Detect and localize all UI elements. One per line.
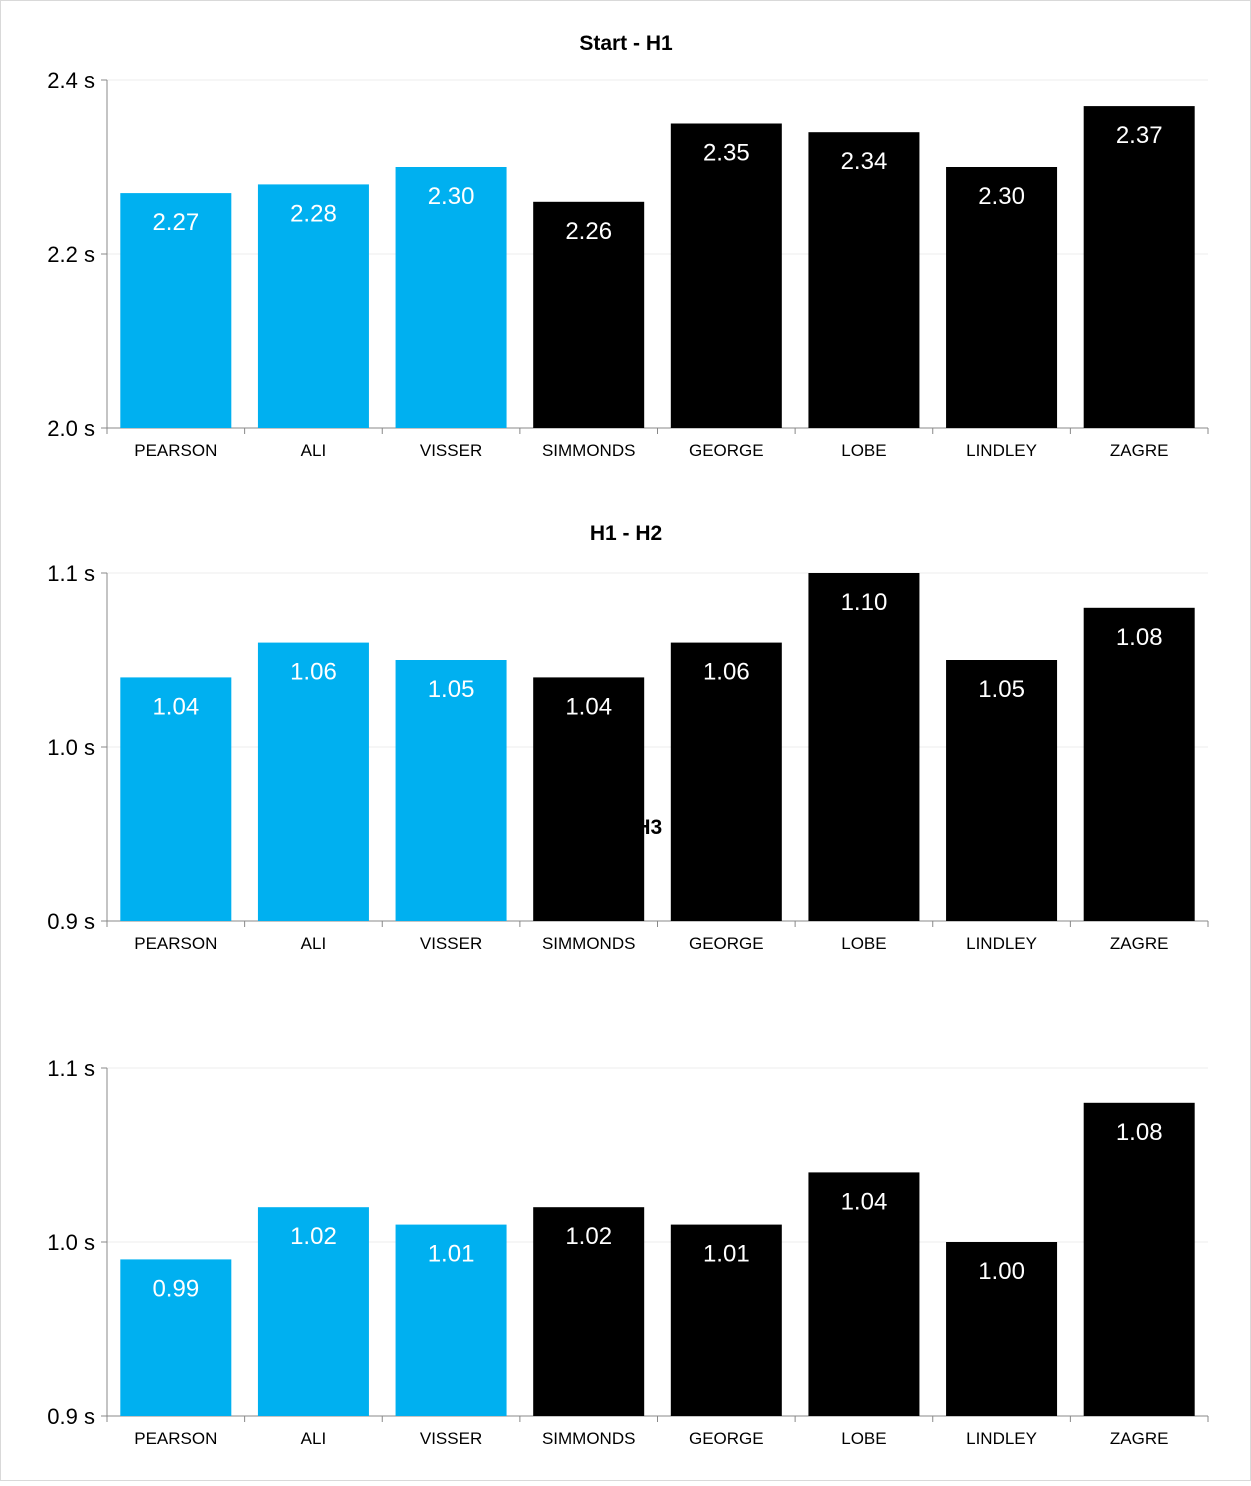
bar-lindley — [946, 1242, 1058, 1416]
bar-value-label: 1.02 — [565, 1223, 612, 1250]
x-tick-label: ALI — [301, 1429, 327, 1448]
bar-simmonds — [533, 201, 645, 428]
x-tick-label: GEORGE — [689, 1429, 764, 1448]
bar-ali — [257, 184, 369, 428]
chart-title: H2 - H3 — [590, 816, 662, 839]
x-tick-label: PEARSON — [134, 441, 217, 460]
bar-lobe — [808, 573, 920, 921]
x-tick-label: ZAGRE — [1110, 441, 1169, 460]
bar-value-label: 1.08 — [1116, 1119, 1163, 1146]
x-tick-label: PEARSON — [134, 934, 217, 953]
bar-zagre — [1083, 1102, 1195, 1416]
bar-value-label: 1.00 — [978, 1258, 1025, 1285]
x-tick-label: LINDLEY — [966, 1429, 1037, 1448]
y-tick-label: 2.0 s — [47, 416, 95, 441]
bar-value-label: 1.04 — [565, 693, 612, 720]
x-tick-label: ALI — [301, 441, 327, 460]
bar-value-label: 0.99 — [152, 1275, 199, 1302]
x-tick-label: GEORGE — [689, 441, 764, 460]
bar-value-label: 2.28 — [290, 200, 337, 227]
x-tick-label: VISSER — [420, 934, 482, 953]
bar-lindley — [946, 167, 1058, 428]
bar-lindley — [946, 660, 1058, 921]
bar-simmonds — [533, 1207, 645, 1416]
bar-george — [670, 642, 782, 921]
chart-panel-2: H1 - H2 0.9 s 1.0 s 1.1 s 1.04 PEARSON 1.06 ALI… — [47, 522, 1209, 953]
bar-lobe — [808, 1172, 920, 1416]
bar-value-label: 2.34 — [841, 148, 888, 175]
bar-lobe — [808, 132, 920, 428]
x-tick-label: ALI — [301, 934, 327, 953]
bar-value-label: 1.04 — [841, 1188, 888, 1215]
bar-value-label: 1.06 — [290, 659, 337, 686]
bar-george — [670, 1224, 782, 1416]
bar-value-label: 1.02 — [290, 1223, 337, 1250]
bar-zagre — [1083, 106, 1195, 428]
bar-value-label: 1.01 — [703, 1241, 750, 1268]
bar-value-label: 1.05 — [978, 676, 1025, 703]
x-tick-label: SIMMONDS — [542, 934, 636, 953]
bar-value-label: 2.27 — [152, 209, 199, 236]
x-tick-label: PEARSON — [134, 1429, 217, 1448]
y-tick-label: 2.2 s — [47, 242, 95, 267]
x-tick-label: VISSER — [420, 441, 482, 460]
bar-value-label: 1.05 — [428, 676, 475, 703]
x-tick-label: LOBE — [841, 1429, 886, 1448]
chart-title: H1 - H2 — [590, 522, 662, 545]
bar-visser — [395, 167, 507, 428]
bar-pearson — [120, 193, 232, 428]
y-tick-label: 1.0 s — [47, 735, 95, 760]
chart-panel-1: Start - H1 2.0 s 2.2 s 2.4 s 2.27 PEARSON 2.28… — [47, 32, 1209, 460]
bar-value-label: 1.06 — [703, 659, 750, 686]
x-tick-label: LINDLEY — [966, 934, 1037, 953]
chart-title: Start - H1 — [579, 32, 673, 55]
chart-panel-3: H2 - H3 0.9 s 1.0 s 1.1 s 0.99 PEARSON 1.02 ALI… — [47, 816, 1209, 1448]
y-tick-label: 0.9 s — [47, 909, 95, 934]
y-tick-label: 1.1 s — [47, 561, 95, 586]
bar-value-label: 1.04 — [152, 693, 199, 720]
x-tick-label: ZAGRE — [1110, 934, 1169, 953]
x-tick-label: LOBE — [841, 934, 886, 953]
x-tick-label: LOBE — [841, 441, 886, 460]
y-tick-label: 1.0 s — [47, 1230, 95, 1255]
bar-zagre — [1083, 607, 1195, 921]
bar-value-label: 2.30 — [428, 183, 475, 210]
x-tick-label: GEORGE — [689, 934, 764, 953]
x-tick-label: SIMMONDS — [542, 441, 636, 460]
y-tick-label: 0.9 s — [47, 1404, 95, 1429]
bar-visser — [395, 1224, 507, 1416]
x-tick-label: SIMMONDS — [542, 1429, 636, 1448]
bar-ali — [257, 1207, 369, 1416]
bar-value-label: 1.01 — [428, 1241, 475, 1268]
bar-value-label: 2.30 — [978, 183, 1025, 210]
bar-simmonds — [533, 677, 645, 921]
bar-value-label: 1.10 — [841, 589, 888, 616]
x-tick-label: LINDLEY — [966, 441, 1037, 460]
y-tick-label: 1.1 s — [47, 1056, 95, 1081]
x-tick-label: ZAGRE — [1110, 1429, 1169, 1448]
bar-value-label: 2.35 — [703, 140, 750, 167]
x-tick-label: VISSER — [420, 1429, 482, 1448]
bar-value-label: 2.37 — [1116, 122, 1163, 149]
bar-value-label: 1.08 — [1116, 624, 1163, 651]
y-tick-label: 2.4 s — [47, 68, 95, 93]
bar-pearson — [120, 1259, 232, 1416]
bar-pearson — [120, 677, 232, 921]
bar-visser — [395, 660, 507, 921]
bar-george — [670, 123, 782, 428]
bar-ali — [257, 642, 369, 921]
bar-value-label: 2.26 — [565, 218, 612, 245]
